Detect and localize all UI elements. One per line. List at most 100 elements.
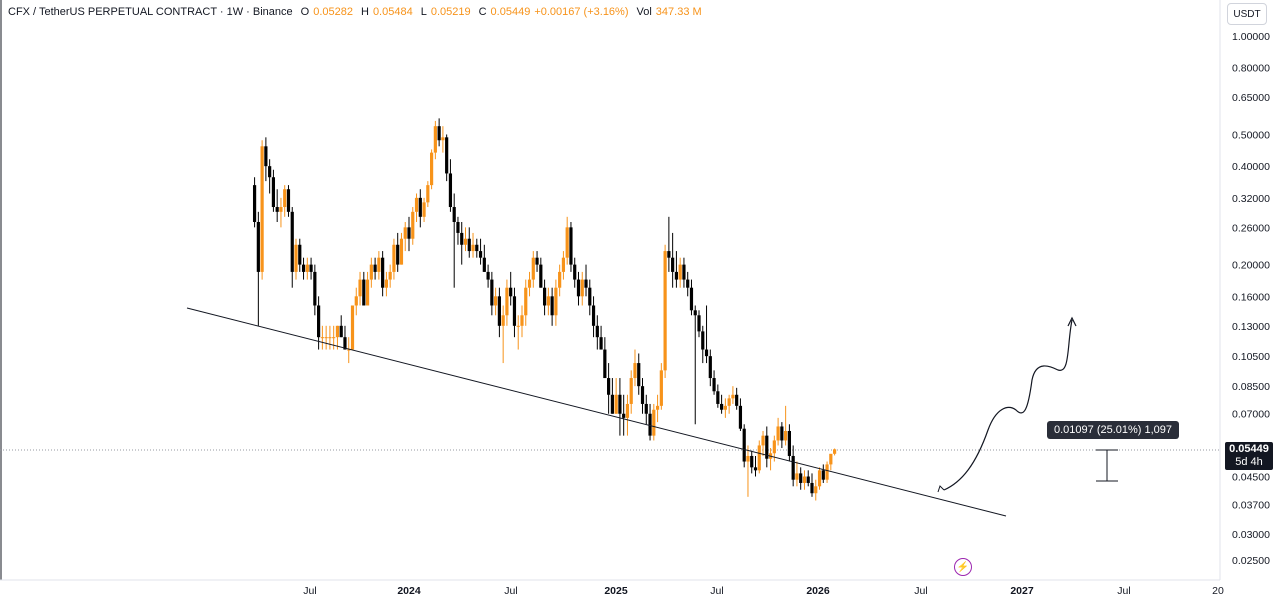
open-value: 0.05282 <box>313 6 353 18</box>
candle-body <box>576 279 581 297</box>
time-tick-label: Jul <box>710 585 723 597</box>
candle-body <box>791 455 795 480</box>
candle-body <box>441 137 445 141</box>
candle-body <box>542 287 547 306</box>
candle-body <box>475 244 479 252</box>
candle-body <box>396 244 400 265</box>
candle-body <box>482 257 486 272</box>
candle-body <box>550 296 554 316</box>
candle-body <box>561 257 566 272</box>
measure-tool[interactable] <box>1096 449 1118 482</box>
candle-body <box>829 453 833 465</box>
price-tick-label: 0.10500 <box>1232 351 1270 363</box>
high-value: 0.05484 <box>372 6 413 18</box>
symbol-legend: CFX / TetherUS PERPETUAL CONTRACT · 1W ·… <box>8 6 702 18</box>
candle-body <box>674 271 679 280</box>
candle-body <box>765 435 769 459</box>
candle-body <box>298 244 302 265</box>
candle-body <box>558 271 562 288</box>
candle-body <box>347 349 351 351</box>
candle-body <box>569 227 573 265</box>
candle-body <box>720 403 724 410</box>
candle-body <box>478 251 483 258</box>
candle-body <box>712 378 716 392</box>
candle-body <box>599 337 603 350</box>
candle-body <box>678 264 682 280</box>
candle-body <box>821 470 825 480</box>
candle-body <box>354 296 358 306</box>
candle-body <box>814 486 818 494</box>
candle-body <box>283 189 287 208</box>
candle-body <box>414 197 419 212</box>
candle-body <box>369 264 373 280</box>
time-tick-label: 2027 <box>1010 585 1034 597</box>
candle-body <box>381 257 385 288</box>
last-price-label: 0.05449 5d 4h <box>1225 442 1273 470</box>
candle-body <box>268 166 272 178</box>
candle-body <box>527 279 532 288</box>
candle-body <box>689 287 694 311</box>
candle-body <box>520 315 524 326</box>
high-key: H <box>360 6 369 18</box>
bar-countdown: 5d 4h <box>1235 456 1263 468</box>
candle-body <box>554 287 558 316</box>
candle-body <box>780 426 784 441</box>
lightning-bolt-icon[interactable]: ⚡ <box>954 558 972 576</box>
volume-key: Vol <box>636 6 652 18</box>
candle-body <box>686 279 690 288</box>
candle-body <box>817 470 822 487</box>
projection-arrowhead <box>1067 316 1077 327</box>
time-tick-label: Jul <box>914 585 927 597</box>
price-tick-label: 0.13000 <box>1232 321 1270 333</box>
candle-body <box>595 325 599 338</box>
candle-body <box>731 394 735 399</box>
candle-body <box>460 232 464 245</box>
candle-body <box>290 211 294 272</box>
candle-body <box>399 238 404 265</box>
candle-body <box>806 476 810 483</box>
candle-body <box>742 428 746 462</box>
candle-body <box>799 473 803 483</box>
candle-body <box>784 430 788 441</box>
candle-body <box>422 202 426 217</box>
candle-series <box>252 118 837 501</box>
candle-body <box>633 363 637 379</box>
candle-body <box>505 287 509 316</box>
candle-body <box>320 337 324 339</box>
time-tick-label: Jul <box>303 585 316 597</box>
close-key: C <box>478 6 487 18</box>
price-tick-label: 0.32000 <box>1232 193 1270 205</box>
candle-body <box>317 305 321 338</box>
start-tick <box>937 485 945 493</box>
candle-body <box>663 251 667 371</box>
price-axis[interactable]: 1.00000 0.80000 0.65000 0.50000 0.40000 0.320… <box>1232 31 1270 567</box>
candle-body <box>746 455 750 462</box>
candle-body <box>467 238 471 252</box>
candle-body <box>328 337 332 339</box>
candle-body <box>437 126 441 141</box>
candle-body <box>625 403 630 418</box>
low-key: L <box>420 6 427 18</box>
candle-body <box>704 349 709 357</box>
candle-body <box>591 305 596 326</box>
candle-body <box>535 257 539 265</box>
candle-body <box>309 264 313 272</box>
candle-body <box>787 430 791 456</box>
support-trendline[interactable] <box>186 307 1007 517</box>
time-axis[interactable]: Jul 2024 Jul 2025 Jul 2026 Jul 2027 Jul 20 <box>303 585 1224 597</box>
candle-body <box>622 413 626 418</box>
time-tick-label: Jul <box>504 585 517 597</box>
candle-body <box>313 271 317 306</box>
candle-body <box>810 482 814 494</box>
currency-button[interactable]: USDT <box>1227 3 1267 25</box>
candle-body <box>512 296 517 326</box>
projection-curve[interactable] <box>943 319 1073 491</box>
candle-body <box>825 464 829 480</box>
symbol-title[interactable]: CFX / TetherUS PERPETUAL CONTRACT · 1W ·… <box>8 6 293 18</box>
price-tick-label: 0.20000 <box>1232 260 1270 272</box>
candle-body <box>573 264 577 280</box>
candle-body <box>524 287 528 316</box>
time-tick-label: 2024 <box>397 585 421 597</box>
low-value: 0.05219 <box>430 6 471 18</box>
